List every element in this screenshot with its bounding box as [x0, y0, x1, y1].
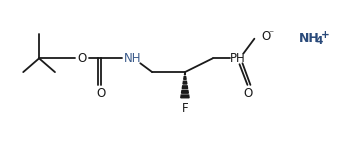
Polygon shape [182, 90, 188, 93]
Text: 4: 4 [315, 36, 322, 46]
Text: PH: PH [230, 52, 245, 65]
Polygon shape [183, 81, 187, 84]
Text: ⁻: ⁻ [268, 29, 274, 39]
Polygon shape [181, 95, 189, 98]
Text: NH: NH [124, 52, 141, 65]
Polygon shape [184, 72, 186, 75]
Polygon shape [182, 86, 188, 89]
Text: O: O [96, 87, 105, 100]
Text: O: O [77, 52, 86, 65]
Text: NH: NH [298, 32, 319, 45]
Polygon shape [184, 77, 186, 79]
Text: +: + [320, 30, 329, 40]
Text: O: O [244, 87, 253, 100]
Text: O: O [261, 30, 271, 43]
Text: F: F [182, 102, 188, 115]
